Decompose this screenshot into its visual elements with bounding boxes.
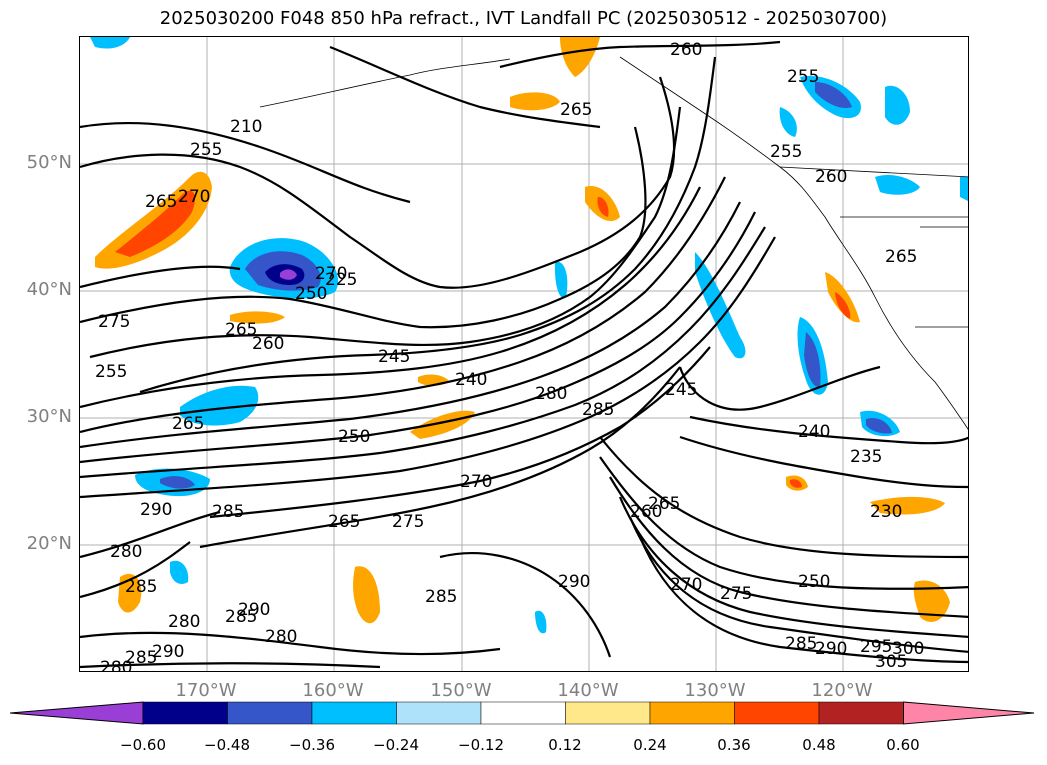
contour-label: 210 [230, 117, 262, 137]
colorbar-tick: 0.36 [717, 736, 751, 754]
contour-label: 290 [140, 500, 172, 520]
contour-label: 280 [100, 658, 132, 672]
colorbar-tick: −0.36 [289, 736, 335, 754]
contour-label: 275 [98, 312, 130, 332]
contour-label: 270 [178, 187, 210, 207]
contour-label: 270 [460, 472, 492, 492]
colorbar-tick: 0.12 [548, 736, 582, 754]
colorbar-segment [734, 701, 820, 725]
colorbar-segment [227, 701, 313, 725]
contour-label: 285 [212, 502, 244, 522]
contour-label: 260 [815, 167, 847, 187]
contour-label: 280 [168, 612, 200, 632]
contour-label: 295 [860, 637, 892, 657]
contour-label: 255 [95, 362, 127, 382]
contour-label: 290 [238, 600, 270, 620]
map-gridlines [80, 37, 968, 671]
contour-label: 290 [152, 642, 184, 662]
contour-label: 285 [785, 634, 817, 654]
colorbar-extend-left [10, 701, 144, 725]
contour-label: 280 [535, 384, 567, 404]
contour-label: 290 [558, 572, 590, 592]
contour-label: 240 [798, 422, 830, 442]
map-canvas: 260 255 265 270 255 265 270 250 275 265 … [80, 37, 968, 672]
colorbar-tick: 0.60 [886, 736, 920, 754]
contour-label: 265 [172, 414, 204, 434]
contour-label: 260 [630, 502, 662, 522]
colorbar-tick: 0.48 [802, 736, 836, 754]
colorbar-segment [142, 701, 228, 725]
lon-label-120w: 120°W [811, 680, 873, 701]
contour-label: 235 [850, 447, 882, 467]
contour-label: 265 [885, 247, 917, 267]
contour-label: 300 [892, 639, 924, 659]
contour-labels: 260 255 265 270 255 265 270 250 275 265 … [95, 40, 924, 672]
lon-label-130w: 130°W [684, 680, 746, 701]
contour-label: 285 [582, 400, 614, 420]
contour-label: 285 [125, 648, 157, 668]
contour-label: 270 [315, 264, 347, 284]
shaded-anomaly-patches [90, 37, 968, 634]
lat-label-50n: 50°N [26, 152, 72, 173]
lat-label-20n: 20°N [26, 533, 72, 554]
contour-label: 270 [670, 575, 702, 595]
colorbar-segment [311, 701, 397, 725]
colorbar-segments [10, 701, 1035, 725]
contour-label: 290 [815, 639, 847, 659]
contour-label: 285 [425, 587, 457, 607]
colorbar-segment [649, 701, 735, 725]
map-title: 2025030200 F048 850 hPa refract., IVT La… [159, 8, 888, 29]
contour-label: 255 [770, 142, 802, 162]
map-panel: 260 255 265 270 255 265 270 250 275 265 … [79, 36, 969, 672]
contour-label: 240 [455, 370, 487, 390]
contour-label: 250 [798, 572, 830, 592]
contour-label: 260 [670, 40, 702, 60]
contour-label: 265 [560, 100, 592, 120]
colorbar-segment [818, 701, 904, 725]
coastlines [259, 56, 968, 430]
lon-label-140w: 140°W [557, 680, 619, 701]
contour-label: 260 [252, 334, 284, 354]
contour-label: 255 [787, 67, 819, 87]
contour-label: 280 [110, 542, 142, 562]
contour-label: 275 [392, 512, 424, 532]
colorbar-tick: −0.60 [120, 736, 166, 754]
colorbar-segment [480, 701, 566, 725]
lat-label-40n: 40°N [26, 279, 72, 300]
colorbar-tick: −0.12 [458, 736, 504, 754]
colorbar-tick: −0.48 [204, 736, 250, 754]
lon-label-150w: 150°W [430, 680, 492, 701]
lon-label-170w: 170°W [175, 680, 237, 701]
contour-label: 285 [225, 607, 257, 627]
contour-label: 255 [190, 140, 222, 160]
contour-label: 265 [145, 192, 177, 212]
colorbar-extend-right [903, 701, 1035, 725]
colorbar-segment [565, 701, 651, 725]
contour-label: 305 [875, 652, 907, 672]
contour-label: 245 [665, 380, 697, 400]
contour-label: 265 [648, 494, 680, 514]
refractivity-contours [80, 40, 968, 669]
colorbar-segment [396, 701, 482, 725]
contour-label: 280 [265, 627, 297, 647]
colorbar-tick: −0.24 [373, 736, 419, 754]
lon-label-160w: 160°W [302, 680, 364, 701]
lat-label-30n: 30°N [26, 406, 72, 427]
contour-label: 275 [720, 584, 752, 604]
contour-label: 225 [325, 270, 357, 290]
contour-label: 265 [328, 512, 360, 532]
contour-label: 230 [870, 502, 902, 522]
contour-label: 245 [378, 347, 410, 367]
contour-label: 285 [125, 577, 157, 597]
contour-label: 250 [295, 284, 327, 304]
colorbar [10, 701, 1035, 725]
contour-label: 265 [225, 320, 257, 340]
colorbar-tick: 0.24 [633, 736, 667, 754]
contour-label: 250 [338, 427, 370, 447]
